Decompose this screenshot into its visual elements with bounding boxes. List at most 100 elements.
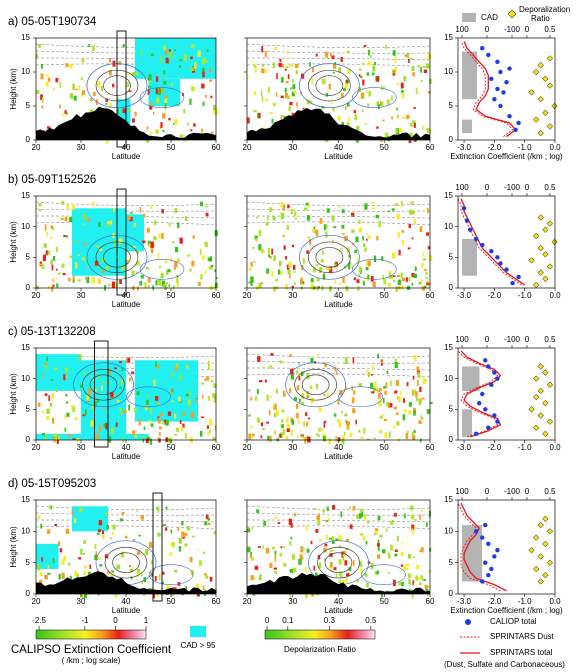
aerosol-pixel <box>146 436 150 440</box>
aerosol-pixel <box>342 554 346 557</box>
aerosol-pixel <box>347 67 349 74</box>
y-tick-label: 0 <box>26 589 31 598</box>
aerosol-pixel <box>269 207 273 213</box>
aerosol-pixel <box>97 529 101 533</box>
aerosol-pixel <box>168 222 171 227</box>
aerosol-pixel <box>195 398 198 404</box>
aerosol-pixel <box>376 543 380 547</box>
aerosol-pixel <box>391 208 395 211</box>
aerosol-pixel <box>277 522 281 525</box>
aerosol-pixel <box>108 369 111 375</box>
aerosol-pixel <box>417 372 421 379</box>
aerosol-pixel <box>248 267 252 271</box>
aerosol-pixel <box>351 214 354 217</box>
model-contour <box>104 546 148 579</box>
aerosol-pixel <box>411 66 415 71</box>
aerosol-pixel <box>278 63 282 68</box>
aerosol-pixel <box>118 61 122 66</box>
aerosol-pixel <box>309 62 311 67</box>
aerosol-pixel <box>180 134 184 141</box>
depol-diamond <box>546 220 554 227</box>
aerosol-pixel <box>130 568 133 573</box>
aerosol-pixel <box>178 546 182 552</box>
y-tick-label: 0 <box>26 135 31 144</box>
model-dashed-line <box>35 505 217 510</box>
aerosol-pixel <box>119 518 124 522</box>
model-dashed-line <box>246 367 431 371</box>
aerosol-pixel <box>386 370 389 374</box>
aerosol-pixel <box>124 535 128 539</box>
aerosol-pixel <box>414 266 417 272</box>
aerosol-pixel <box>377 516 381 521</box>
aerosol-pixel <box>48 505 51 510</box>
cad-region <box>36 354 81 391</box>
caliop-point <box>473 529 479 534</box>
aerosol-pixel <box>261 95 264 102</box>
aerosol-pixel <box>167 411 172 416</box>
aerosol-pixel <box>271 546 276 550</box>
aerosol-pixel <box>278 260 282 267</box>
aerosol-pixel <box>97 532 100 535</box>
aerosol-pixel <box>282 390 286 397</box>
model-dashed-line <box>35 525 217 530</box>
aerosol-pixel <box>213 383 217 388</box>
aerosol-pixel <box>82 414 85 417</box>
aerosol-pixel <box>88 388 92 395</box>
aerosol-pixel <box>332 239 334 243</box>
aerosol-pixel <box>83 571 87 576</box>
aerosol-pixel <box>63 374 66 381</box>
aerosol-pixel <box>389 403 393 408</box>
aerosol-pixel <box>99 564 103 567</box>
aerosol-pixel <box>287 50 289 55</box>
aerosol-pixel <box>364 515 367 522</box>
aerosol-pixel <box>209 576 213 582</box>
aerosol-pixel <box>103 423 106 428</box>
aerosol-pixel <box>410 505 414 511</box>
depol-tick-label: 0.5 <box>544 487 556 496</box>
cad-tick-label: -100 <box>504 25 521 34</box>
aerosol-pixel <box>176 427 179 433</box>
depol-diamond <box>542 400 549 407</box>
aerosol-pixel <box>274 570 277 574</box>
aerosol-pixel <box>357 87 361 93</box>
aerosol-pixel <box>72 204 76 210</box>
terrain <box>36 571 216 594</box>
aerosol-pixel <box>424 584 428 590</box>
caliop-point <box>461 206 467 211</box>
caliop-point <box>498 69 503 75</box>
model-dashed-line <box>246 353 431 358</box>
aerosol-pixel <box>315 383 318 390</box>
aerosol-pixel <box>63 555 66 562</box>
aerosol-pixel <box>95 551 98 555</box>
aerosol-pixel <box>323 224 326 231</box>
aerosol-pixel <box>159 426 162 430</box>
aerosol-pixel <box>247 528 251 533</box>
caliop-point <box>480 391 485 397</box>
depol-diamond <box>532 565 540 573</box>
aerosol-pixel <box>46 356 49 361</box>
aerosol-pixel <box>427 53 431 59</box>
aerosol-pixel <box>405 277 408 282</box>
aerosol-pixel <box>174 433 177 436</box>
aerosol-pixel <box>344 357 348 364</box>
caliop-point <box>483 407 488 412</box>
aerosol-pixel <box>329 52 332 57</box>
aerosol-pixel <box>169 552 173 556</box>
aerosol-pixel <box>160 122 163 128</box>
aerosol-pixel <box>293 270 296 273</box>
profile-frame <box>457 195 556 289</box>
aerosol-pixel <box>288 261 292 268</box>
cad-bar <box>462 51 477 100</box>
aerosol-pixel <box>157 401 160 406</box>
caliop-point <box>498 103 503 109</box>
aerosol-pixel <box>205 212 209 217</box>
aerosol-pixel <box>312 267 316 273</box>
aerosol-pixel <box>393 579 396 587</box>
aerosol-pixel <box>341 389 344 392</box>
aerosol-pixel <box>157 279 161 282</box>
aerosol-pixel <box>280 271 283 275</box>
aerosol-pixel <box>280 546 283 549</box>
aerosol-pixel <box>193 87 196 91</box>
aerosol-pixel <box>360 508 364 513</box>
x-tick-label: -1.0 <box>518 597 532 606</box>
